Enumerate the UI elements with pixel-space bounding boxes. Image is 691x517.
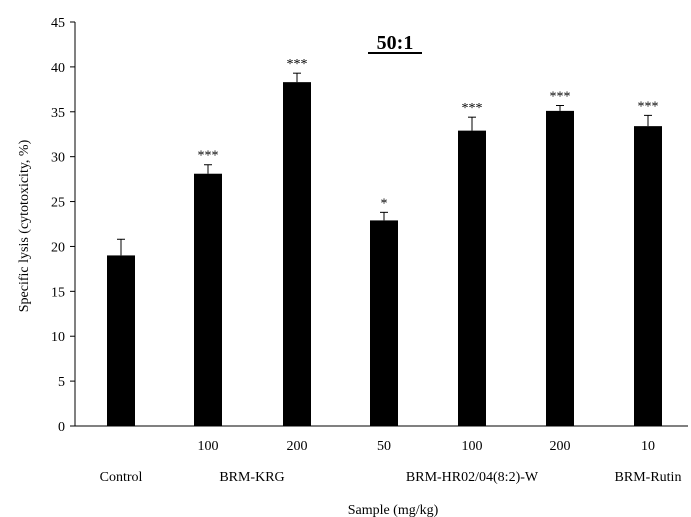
- x-tick-label: 200: [287, 439, 308, 454]
- x-tick-label: 100: [462, 439, 483, 454]
- y-tick-label: 5: [58, 375, 65, 390]
- x-tick-label: 200: [550, 439, 571, 454]
- y-tick-label: 45: [51, 16, 65, 31]
- significance-label: ***: [462, 101, 483, 116]
- significance-label: ***: [198, 149, 219, 164]
- x-tick-label: 100: [198, 439, 219, 454]
- y-axis-label: Specific lysis (cytotoxicity, %): [17, 139, 32, 312]
- bar: [634, 126, 662, 427]
- axes: 0 5 10 15 20 25 30 35 40 45: [51, 16, 688, 435]
- bar: [546, 110, 574, 426]
- significance-label: *: [381, 196, 388, 211]
- group-label: BRM-KRG: [219, 470, 284, 485]
- group-label: BRM-HR02/04(8:2)-W: [406, 470, 539, 485]
- bar: [283, 82, 311, 426]
- x-tick-label: 50: [377, 439, 391, 454]
- significance-label: ***: [550, 89, 571, 104]
- labels: *** 100 *** 200 * 50 *** 100 *** 200 *** 10 Control B…: [100, 57, 682, 485]
- y-tick-label: 20: [51, 240, 65, 255]
- y-tick-label: 10: [51, 330, 65, 345]
- y-tick-label: 40: [51, 61, 65, 76]
- significance-label: ***: [287, 57, 308, 72]
- bar: [107, 255, 135, 426]
- bar: [194, 173, 222, 426]
- y-tick-label: 25: [51, 196, 65, 211]
- x-tick-label: 10: [641, 439, 655, 454]
- y-tick-label: 0: [58, 420, 65, 435]
- significance-label: ***: [638, 99, 659, 114]
- group-label: BRM-Rutin: [615, 470, 682, 485]
- y-tick-label: 30: [51, 151, 65, 166]
- x-axis-label: Sample (mg/kg): [348, 503, 439, 517]
- bar: [370, 220, 398, 426]
- group-label: Control: [100, 470, 143, 485]
- bar: [458, 130, 486, 426]
- bars: [107, 72, 662, 427]
- chart-title: 50:1: [377, 32, 414, 54]
- y-tick-label: 15: [51, 285, 65, 300]
- y-tick-label: 35: [51, 106, 65, 121]
